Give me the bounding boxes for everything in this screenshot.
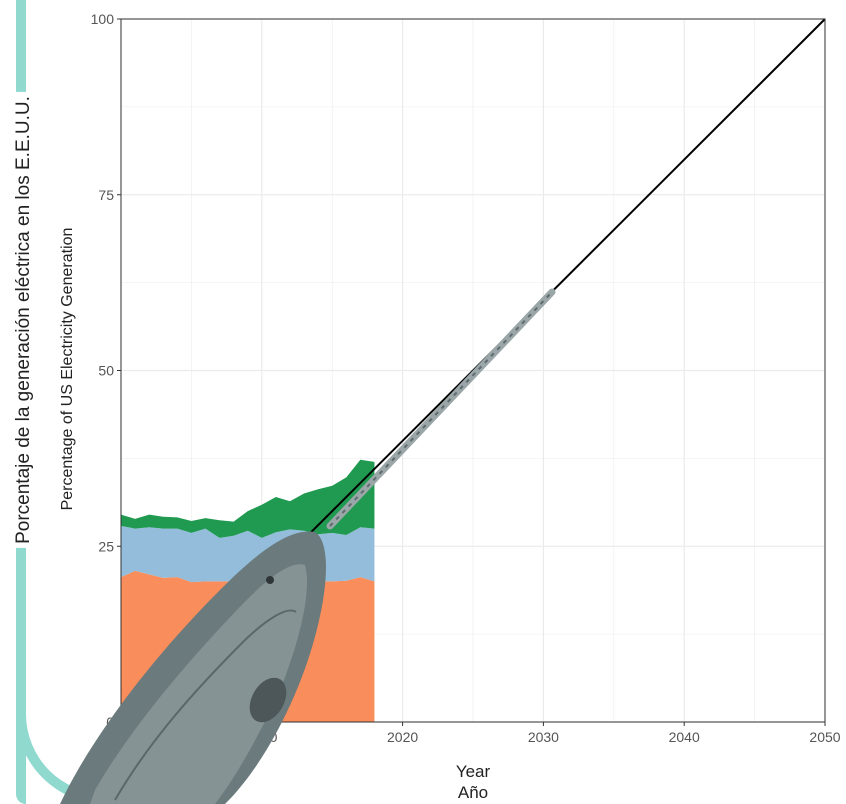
x-axis-label-es: Año (457, 783, 489, 802)
x-axis-label: Year (455, 762, 491, 781)
y-tick-label: 75 (98, 187, 114, 203)
y-tick-label: 25 (98, 538, 114, 554)
x-tick-label: 2050 (809, 729, 840, 745)
area-layer-3 (121, 459, 375, 538)
outer-axis-label: Porcentaje de la generación eléctrica en… (13, 92, 35, 548)
y-axis-label: Percentage of US Electricity Generation (59, 227, 76, 511)
y-tick-label: 50 (98, 363, 114, 379)
x-tick-label: 2030 (528, 729, 559, 745)
narwhal-image (60, 288, 556, 804)
y-tick-label: 100 (91, 11, 115, 27)
x-tick-label: 2040 (669, 729, 700, 745)
x-tick-label: 2020 (387, 729, 418, 745)
